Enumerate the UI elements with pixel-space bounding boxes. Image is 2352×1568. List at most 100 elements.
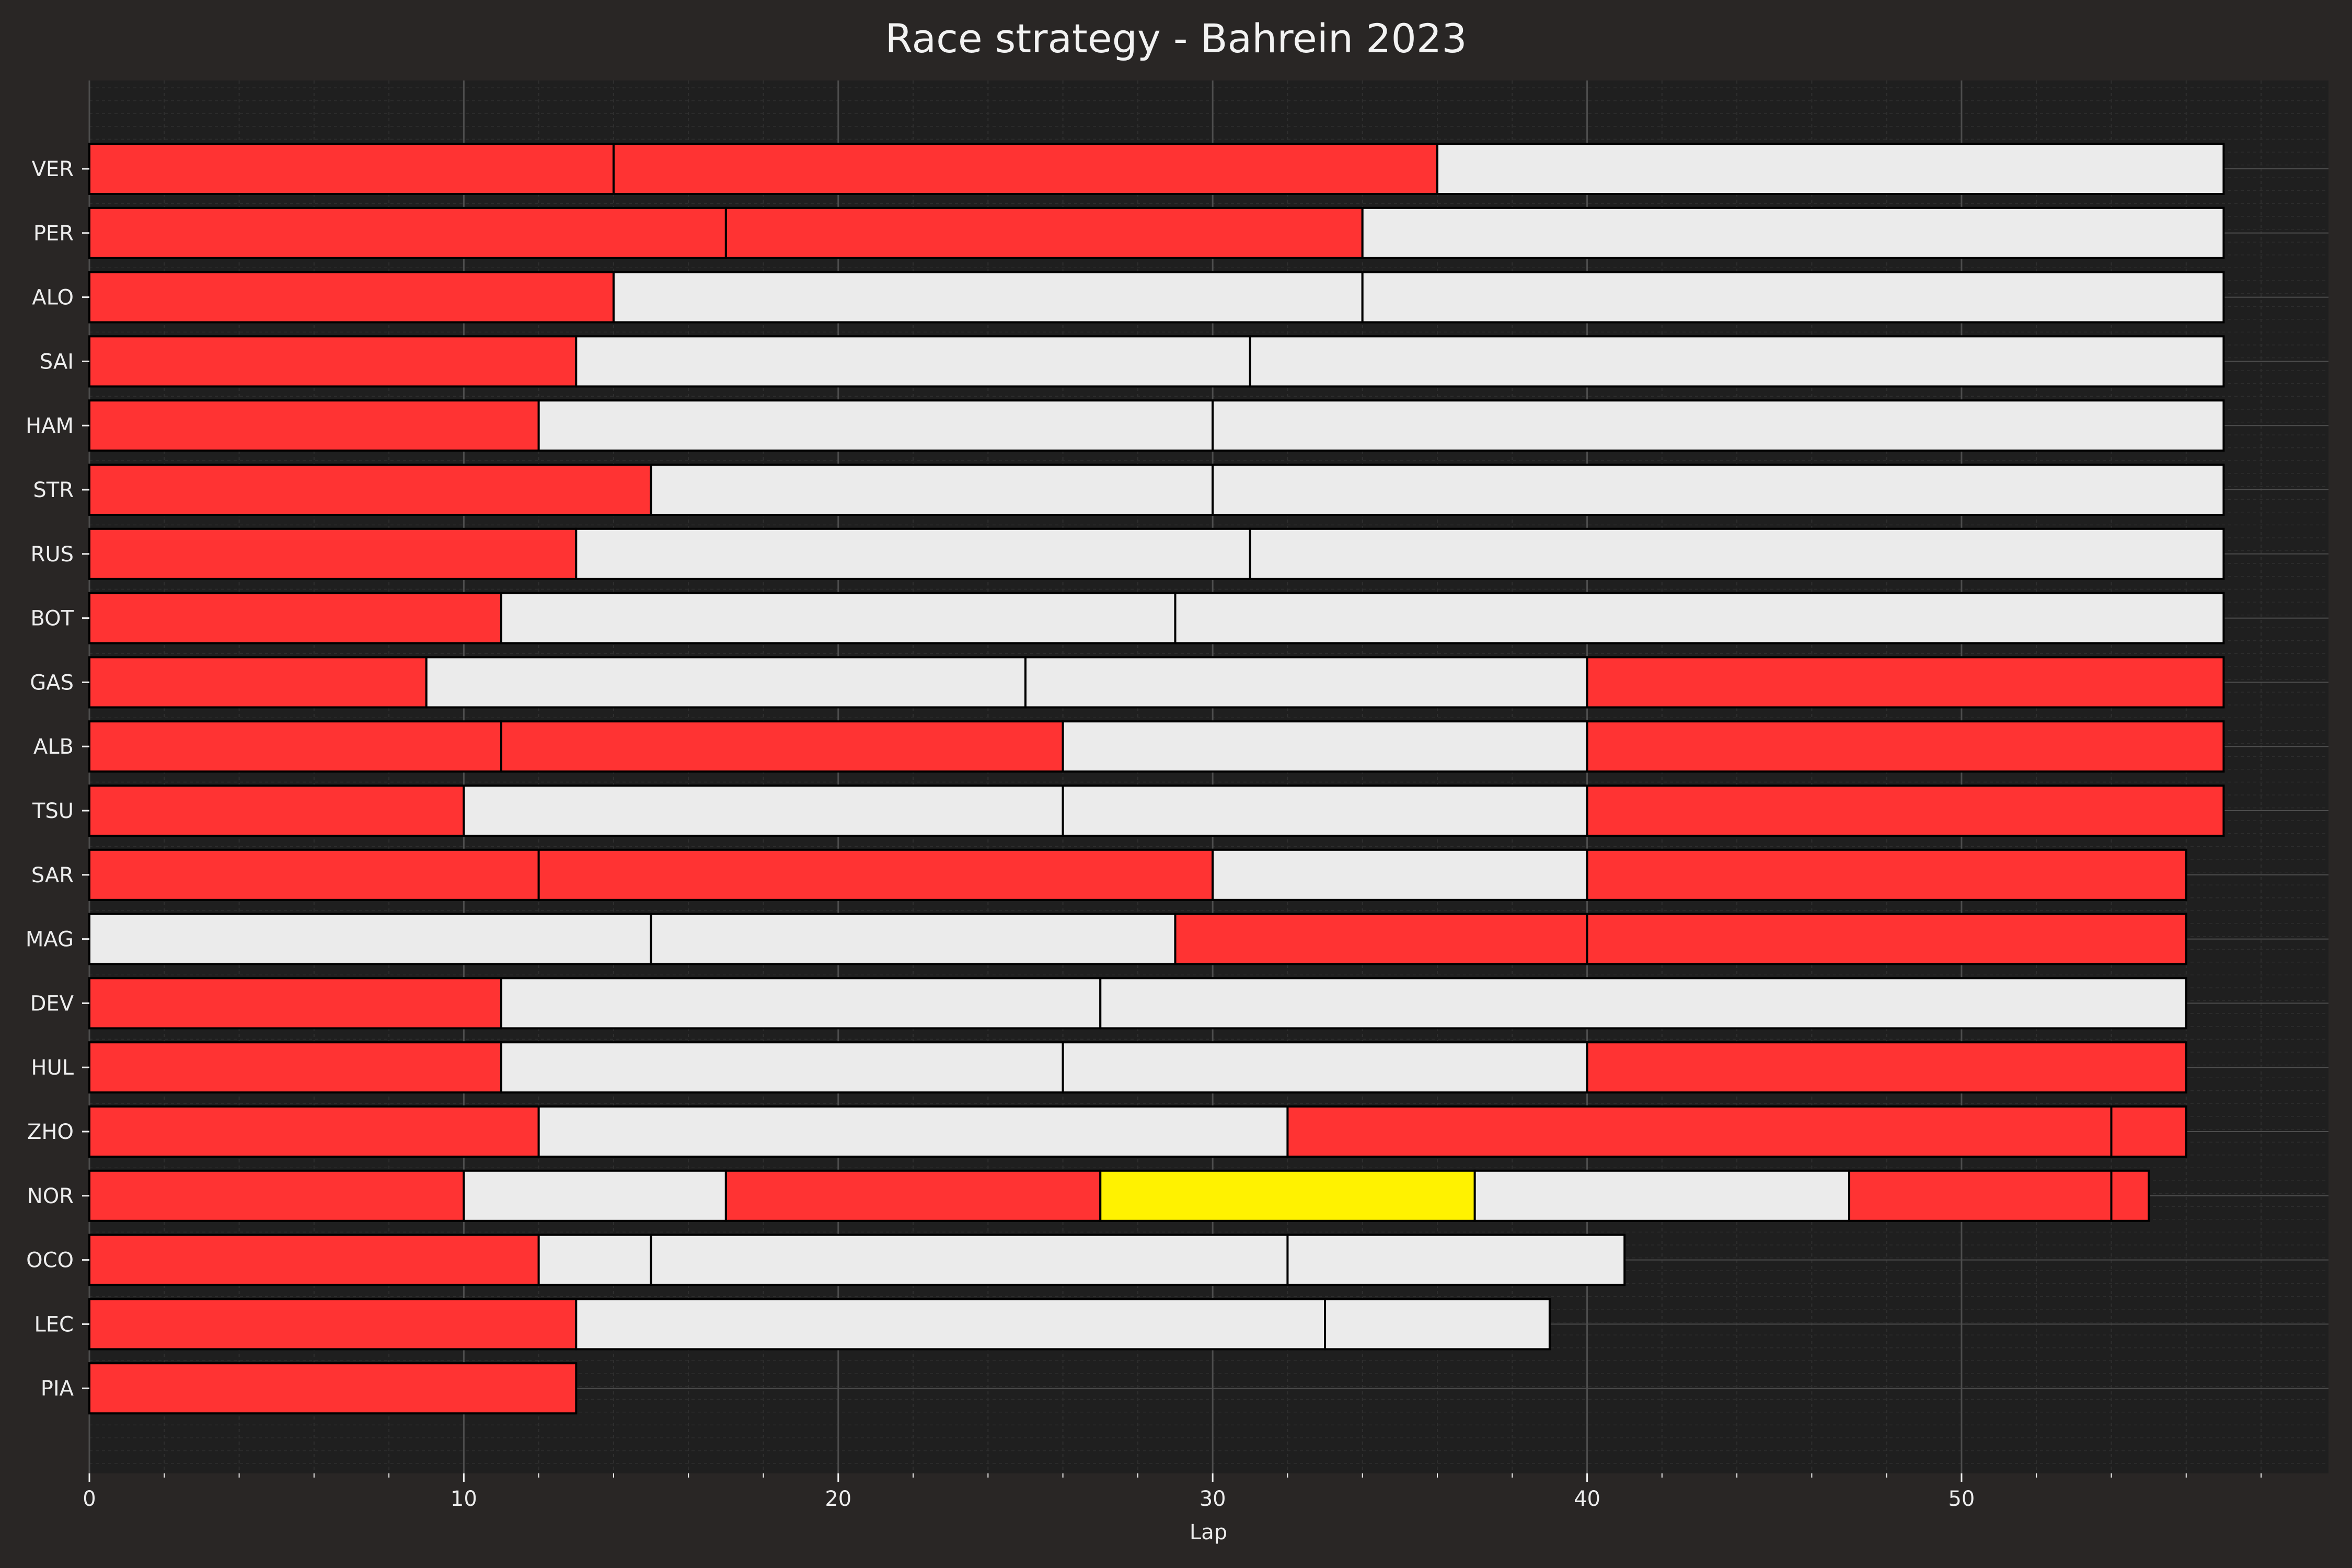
- stint-bar-oco: [1286, 1233, 1626, 1286]
- y-tick-label-sai: SAI: [40, 350, 74, 374]
- y-tick-label-nor: NOR: [27, 1184, 74, 1208]
- y-axis-ticks: VER PER ALO SAI HAM STR RUS BOT GAS ALB TSU SAR MAG D…: [26, 157, 89, 1401]
- stint-bar-alb: [1586, 720, 2225, 773]
- stint-bar-zho: [1286, 1105, 2113, 1158]
- x-tick-label: 10: [451, 1487, 477, 1511]
- stint-bar-nor: [1473, 1169, 1851, 1222]
- stint-bar-tsu: [1586, 785, 2225, 837]
- x-tick-label: 20: [825, 1487, 851, 1511]
- stint-bar-hul: [500, 1041, 1064, 1094]
- y-tick-label-alb: ALB: [33, 735, 74, 759]
- x-tick-label: 30: [1200, 1487, 1226, 1511]
- stint-bar-nor: [724, 1169, 1102, 1222]
- stint-bar-hul: [1062, 1041, 1588, 1094]
- stint-bar-oco: [650, 1233, 1289, 1286]
- stint-bar-ver: [612, 143, 1438, 195]
- stint-bar-sar: [537, 848, 1214, 901]
- stint-bar-sar: [1212, 848, 1588, 901]
- stint-bar-bot: [500, 592, 1177, 644]
- stint-bar-rus: [575, 527, 1251, 580]
- y-tick-label-hul: HUL: [31, 1056, 74, 1080]
- stint-bar-nor: [1848, 1169, 2113, 1222]
- x-axis-ticks: 0 10 20 30 40 50: [83, 1473, 2262, 1511]
- y-tick-label-lec: LEC: [34, 1312, 74, 1336]
- stint-bar-alb: [500, 720, 1064, 773]
- stint-bar-mag: [88, 913, 652, 965]
- y-tick-label-tsu: TSU: [32, 799, 74, 823]
- stint-bar-alo: [612, 271, 1364, 324]
- stint-bar-mag: [1586, 913, 2187, 965]
- stint-bar-tsu: [463, 785, 1064, 837]
- y-tick-label-dev: DEV: [30, 991, 74, 1016]
- stint-bar-nor: [88, 1169, 465, 1222]
- stint-bar-oco: [537, 1233, 652, 1286]
- stint-bar-str: [88, 464, 652, 516]
- stint-bar-oco: [88, 1233, 540, 1286]
- stint-bar-per: [724, 206, 1364, 259]
- stint-bar-dev: [1099, 977, 2187, 1030]
- stint-bar-sai: [575, 335, 1251, 388]
- stint-bars: [88, 143, 2225, 1415]
- y-tick-label-rus: RUS: [31, 543, 74, 567]
- y-tick-label-str: STR: [33, 478, 74, 502]
- stint-bar-per: [88, 206, 727, 259]
- stint-bar-alo: [88, 271, 615, 324]
- stint-bar-rus: [88, 527, 578, 580]
- stint-bar-ver: [88, 143, 615, 195]
- x-axis-label: Lap: [1190, 1520, 1227, 1544]
- stint-bar-nor: [1099, 1169, 1476, 1222]
- stint-bar-dev: [88, 977, 503, 1030]
- stint-bar-tsu: [1062, 785, 1588, 837]
- stint-bar-hul: [1586, 1041, 2187, 1094]
- stint-bar-pia: [88, 1362, 578, 1415]
- stint-bar-alo: [1361, 271, 2225, 324]
- stint-bar-gas: [425, 656, 1027, 709]
- stint-bar-sar: [88, 848, 540, 901]
- stint-bar-per: [1361, 206, 2225, 259]
- stint-bar-sai: [88, 335, 578, 388]
- stint-bar-zho: [537, 1105, 1289, 1158]
- y-tick-label-per: PER: [33, 222, 74, 246]
- x-tick-label: 40: [1574, 1487, 1600, 1511]
- stint-bar-ham: [537, 399, 1214, 452]
- stint-bar-zho: [2110, 1105, 2187, 1158]
- y-tick-label-gas: GAS: [30, 671, 74, 695]
- stint-bar-sai: [1249, 335, 2225, 388]
- y-tick-label-sar: SAR: [31, 863, 74, 887]
- stint-bar-alb: [88, 720, 503, 773]
- stint-bar-gas: [1586, 656, 2225, 709]
- stint-bar-zho: [88, 1105, 540, 1158]
- y-tick-label-ver: VER: [32, 157, 74, 181]
- stint-bar-rus: [1249, 527, 2225, 580]
- stint-bar-sar: [1586, 848, 2187, 901]
- x-tick-label: 0: [83, 1487, 96, 1511]
- stint-bar-bot: [88, 592, 503, 644]
- y-tick-label-oco: OCO: [26, 1249, 74, 1273]
- stint-bar-dev: [500, 977, 1102, 1030]
- stint-bar-tsu: [88, 785, 465, 837]
- y-tick-label-bot: BOT: [30, 607, 74, 631]
- stint-bar-ver: [1436, 143, 2225, 195]
- stint-bar-alb: [1062, 720, 1588, 773]
- stint-bar-str: [650, 464, 1214, 516]
- stint-bar-lec: [1324, 1298, 1551, 1351]
- stint-bar-lec: [88, 1298, 578, 1351]
- stint-bar-bot: [1174, 592, 2225, 644]
- stint-bar-str: [1212, 464, 2225, 516]
- y-tick-label-pia: PIA: [41, 1377, 74, 1401]
- stint-bar-mag: [1174, 913, 1588, 965]
- y-tick-label-ham: HAM: [26, 414, 74, 438]
- x-tick-label: 50: [1948, 1487, 1975, 1511]
- stint-bar-ham: [88, 399, 540, 452]
- chart-title: Race strategy - Bahrein 2023: [885, 15, 1467, 62]
- stint-bar-hul: [88, 1041, 503, 1094]
- stint-bar-gas: [88, 656, 428, 709]
- stint-bar-ham: [1212, 399, 2225, 452]
- stint-bar-nor: [463, 1169, 727, 1222]
- stint-bar-gas: [1024, 656, 1588, 709]
- y-tick-label-alo: ALO: [32, 286, 74, 310]
- stint-bar-nor: [2110, 1169, 2150, 1222]
- stint-bar-lec: [575, 1298, 1327, 1351]
- stint-bar-mag: [650, 913, 1177, 965]
